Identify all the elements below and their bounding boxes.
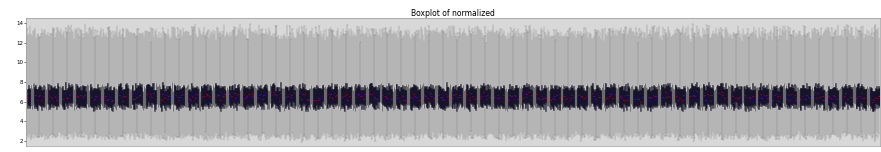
Title: Boxplot of normalized: Boxplot of normalized — [411, 9, 495, 18]
